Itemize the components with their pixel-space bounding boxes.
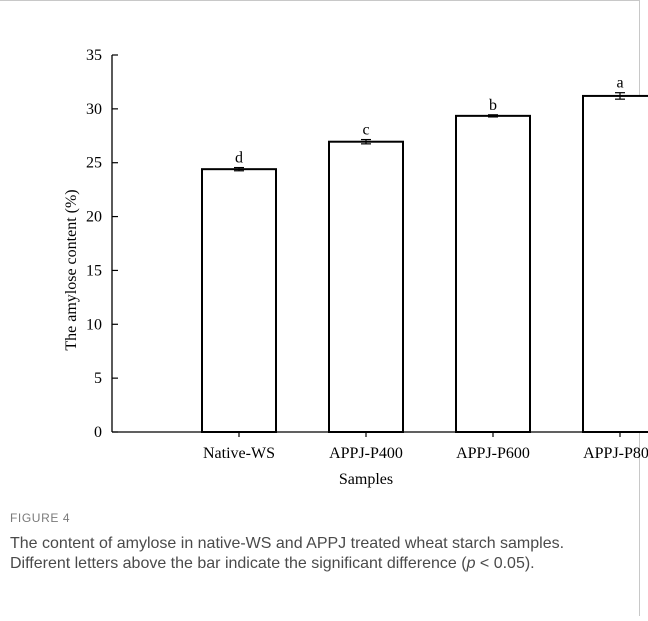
y-tick-label: 15: [86, 262, 102, 279]
y-tick-label: 20: [86, 209, 102, 226]
figure-caption: The content of amylose in native-WS and …: [10, 534, 620, 574]
plot-area: 0 5 10 15 20 25 30 35 d Native-WS c APPJ-P400 b APPJ-…: [86, 47, 648, 462]
y-tick-label: 5: [94, 370, 102, 387]
y-tick-label: 30: [86, 101, 102, 118]
caption-text: The content of amylose in native-WS and …: [10, 535, 565, 572]
y-tick-label: 10: [86, 316, 102, 333]
bar-chart: 0 5 10 15 20 25 30 35 d Native-WS c APPJ-P400 b APPJ-…: [63, 47, 648, 488]
bar: [582, 94, 648, 433]
y-axis-label: The amylose content (%): [63, 189, 80, 350]
significance-letter: c: [362, 122, 369, 139]
x-tick-label: APPJ-P800: [583, 445, 648, 462]
x-tick-label: APPJ-P600: [456, 445, 530, 462]
significance-letter: a: [616, 75, 623, 92]
y-tick-label: 0: [94, 424, 102, 441]
y-tick-label: 25: [86, 155, 102, 172]
caption-p-symbol: p: [466, 555, 476, 572]
y-tick-label: 35: [86, 47, 102, 64]
caption-text-end: < 0.05).: [475, 555, 535, 572]
x-axis-label: Samples: [339, 471, 393, 488]
significance-letter: b: [489, 97, 497, 114]
x-tick-label: APPJ-P400: [329, 445, 403, 462]
bar: [455, 114, 531, 433]
x-tick-label: Native-WS: [203, 445, 275, 462]
bar: [328, 140, 404, 434]
significance-letter: d: [235, 150, 243, 167]
figure-label: FIGURE 4: [10, 511, 71, 525]
bar: [201, 168, 277, 433]
